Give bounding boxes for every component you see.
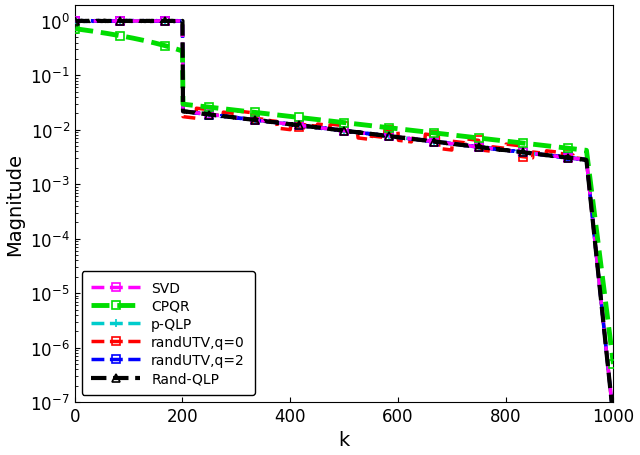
Line: p-QLP: p-QLP [71, 18, 618, 423]
SVD [500, 148, 508, 153]
CPQR [289, 115, 297, 120]
Rand-QLP [492, 147, 499, 152]
Rand-QLP [442, 141, 449, 147]
randUTV,q=0 [500, 146, 508, 152]
randUTV,q=0 [126, 19, 134, 25]
SVD [441, 141, 449, 146]
CPQR [126, 36, 134, 41]
Rand-QLP [609, 416, 617, 421]
randUTV,q=2 [289, 122, 297, 128]
randUTV,q=2 [501, 148, 509, 154]
randUTV,q=2 [72, 19, 79, 24]
CPQR [491, 138, 499, 143]
Legend: SVD, CPQR, p-QLP, randUTV,q=0, randUTV,q=2, Rand-QLP: SVD, CPQR, p-QLP, randUTV,q=0, randUTV,q… [82, 271, 255, 395]
p-QLP [289, 122, 297, 128]
randUTV,q=0 [609, 416, 617, 421]
Line: randUTV,q=0: randUTV,q=0 [71, 18, 618, 423]
SVD [72, 19, 79, 25]
p-QLP [491, 147, 499, 152]
X-axis label: k: k [339, 430, 349, 450]
randUTV,q=2 [609, 416, 617, 421]
p-QLP [609, 416, 617, 421]
Rand-QLP [289, 123, 297, 128]
p-QLP [500, 148, 508, 153]
Line: CPQR: CPQR [71, 25, 618, 369]
randUTV,q=0 [491, 145, 499, 151]
randUTV,q=0 [308, 124, 316, 129]
randUTV,q=0 [289, 125, 297, 130]
p-QLP [72, 19, 79, 25]
Rand-QLP [501, 148, 509, 154]
CPQR [72, 27, 79, 32]
randUTV,q=2 [492, 147, 499, 152]
Rand-QLP [309, 125, 317, 131]
Rand-QLP [127, 19, 134, 25]
SVD [126, 19, 134, 25]
randUTV,q=0 [72, 19, 79, 25]
SVD [289, 122, 297, 128]
Line: randUTV,q=2: randUTV,q=2 [71, 17, 618, 423]
Y-axis label: Magnitude: Magnitude [6, 152, 24, 255]
CPQR [500, 139, 508, 144]
randUTV,q=0 [441, 147, 449, 152]
SVD [491, 147, 499, 152]
CPQR [609, 361, 617, 367]
randUTV,q=2 [149, 19, 157, 24]
Line: SVD: SVD [71, 18, 618, 423]
SVD [609, 416, 617, 421]
CPQR [308, 117, 316, 122]
p-QLP [126, 19, 134, 25]
randUTV,q=2 [126, 20, 134, 25]
Rand-QLP [100, 19, 108, 24]
Rand-QLP [72, 19, 79, 25]
SVD [308, 125, 316, 130]
p-QLP [441, 141, 449, 146]
randUTV,q=2 [442, 141, 449, 147]
Line: Rand-QLP: Rand-QLP [71, 17, 618, 423]
p-QLP [308, 125, 316, 130]
randUTV,q=2 [309, 125, 317, 131]
CPQR [441, 132, 449, 137]
